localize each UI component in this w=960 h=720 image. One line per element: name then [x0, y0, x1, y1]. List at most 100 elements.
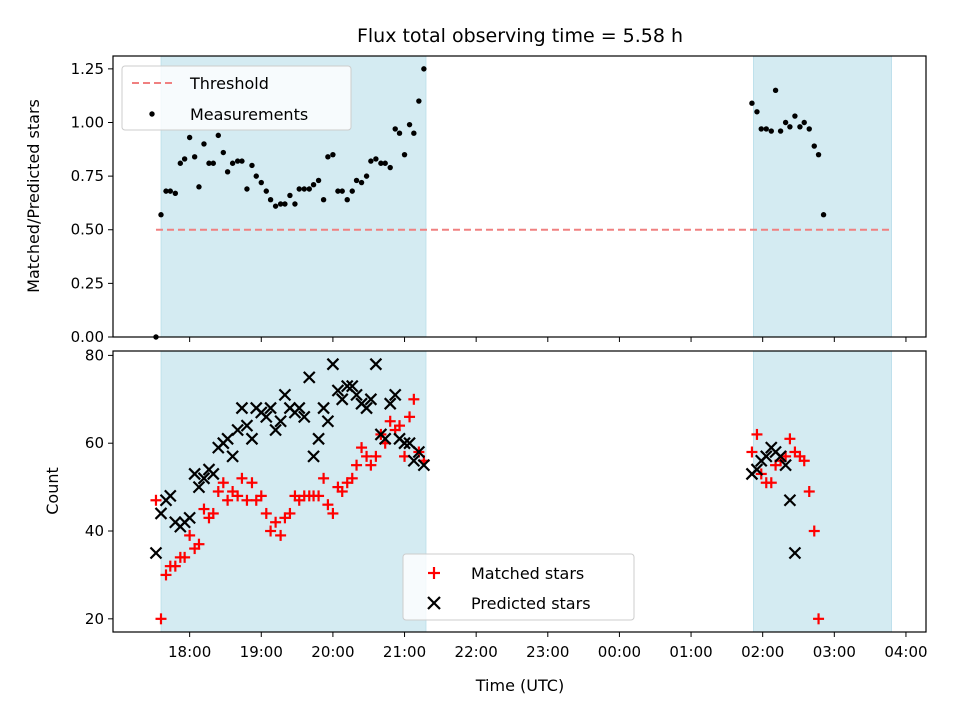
matched-star-point [155, 613, 167, 625]
top-axes-frame [112, 55, 927, 338]
legend-measurements-swatch [149, 111, 155, 117]
measurement-point [244, 186, 250, 192]
measurement-point [811, 143, 817, 149]
predicted-star-point [278, 388, 292, 402]
matched-star-point [260, 507, 272, 519]
measurement-point [368, 158, 374, 164]
predicted-star-point [774, 450, 787, 463]
measurement-point [277, 201, 284, 207]
measurement-point [287, 192, 293, 199]
measurement-point [310, 182, 317, 188]
matched-star-point [346, 472, 358, 484]
matched-star-point [394, 420, 406, 432]
predicted-star-point [183, 511, 196, 525]
measurement-point [763, 126, 769, 132]
top-y-tick-label: 0.25 [71, 274, 104, 292]
bottom-panel: 18:00 19:00 20:00 21:00 22:00 23:00 00:00 01:00… [43, 346, 928, 695]
measurement-point [363, 173, 370, 179]
matched-star-point [160, 569, 172, 581]
measurement-point [325, 154, 331, 160]
matched-star-point [356, 442, 368, 454]
measurement-point [177, 160, 184, 166]
measurement-point [787, 124, 793, 130]
x-tick-label: 02:00 [741, 643, 784, 661]
bottom-legend: Matched stars Predicted stars [402, 553, 635, 621]
measurement-point [315, 177, 322, 184]
bottom-y-tick-label: 80 [85, 346, 104, 364]
measurement-point [210, 160, 216, 166]
measurement-point [181, 156, 188, 162]
x-tick-label: 19:00 [240, 643, 283, 661]
matched-star-point [765, 477, 777, 489]
matched-star-point [751, 428, 763, 440]
top-y-tick-label: 1.25 [71, 60, 104, 78]
predicted-star-point [154, 507, 168, 520]
predicted-star-point [345, 379, 359, 393]
predicted-star-point [231, 423, 244, 437]
measurement-point [792, 113, 798, 119]
predicted-star-point [331, 384, 345, 397]
measurement-point [229, 160, 236, 166]
bottom-y-tick-label: 40 [85, 522, 104, 540]
bottom-x-ticks: 18:00 19:00 20:00 21:00 22:00 23:00 00:00 01:00… [168, 632, 928, 661]
predicted-star-point [360, 401, 373, 415]
matched-star-point [184, 529, 196, 541]
predicted-star-point [317, 401, 330, 415]
top-y-ticks: 0.00 0.25 0.50 0.75 1.00 1.25 [71, 60, 113, 346]
measurement-point [301, 186, 307, 192]
predicted-star-point [245, 432, 259, 446]
matched-star-point [212, 486, 224, 497]
bottom-axes-frame [112, 350, 927, 633]
legend-threshold-label: Threshold [189, 74, 269, 93]
measurement-point [382, 160, 388, 166]
measurement-point [267, 197, 274, 203]
matched-star-point [150, 494, 162, 506]
measurement-point [782, 119, 789, 126]
top-y-tick-label: 0.50 [71, 221, 104, 239]
measurement-point [258, 179, 264, 186]
bottom-y-axis-label: Count [43, 467, 62, 515]
chart-title: Flux total observing time = 5.58 h [357, 25, 683, 47]
measurement-point [234, 158, 241, 164]
measurement-point [263, 188, 269, 194]
matched-star-point [255, 490, 267, 502]
matched-star-point [236, 472, 248, 484]
measurement-point [758, 126, 764, 132]
predicted-star-point [388, 388, 402, 402]
top-legend-box [121, 65, 352, 131]
legend-matched-swatch [428, 567, 440, 579]
x-tick-label: 18:00 [168, 643, 211, 661]
predicted-star-point [350, 388, 363, 402]
top-y-tick-label: 1.00 [71, 113, 104, 131]
predicted-star-point [335, 393, 349, 406]
matched-star-point [232, 490, 244, 502]
x-tick-label: 20:00 [311, 643, 354, 661]
matched-star-point [198, 503, 210, 515]
measurement-point [772, 87, 779, 94]
predicted-star-point [407, 454, 421, 468]
predicted-star-point [264, 401, 277, 415]
legend-matched-label: Matched stars [471, 564, 584, 583]
measurement-point [224, 169, 231, 175]
measurement-point [206, 160, 212, 166]
measurement-point [196, 184, 202, 190]
measurement-point [416, 98, 422, 104]
predicted-star-point [750, 463, 764, 476]
predicted-star-point [788, 546, 802, 560]
measurement-point [754, 109, 760, 115]
measurement-point [411, 130, 417, 136]
matched-star-point [404, 411, 416, 423]
matched-star-point [169, 560, 181, 572]
measurement-point [186, 134, 193, 141]
legend-predicted-swatch [427, 596, 441, 610]
measurement-point [249, 162, 255, 169]
measurement-point [215, 132, 221, 139]
predicted-star-point [207, 467, 220, 481]
measurement-point [406, 121, 413, 128]
measurement-point [320, 197, 327, 203]
predicted-star-point [398, 436, 411, 450]
bottom-y-tick-label: 20 [85, 610, 104, 628]
predicted-star-point [783, 494, 797, 507]
predicted-star-point [274, 414, 287, 428]
matched-star-point [370, 450, 382, 462]
